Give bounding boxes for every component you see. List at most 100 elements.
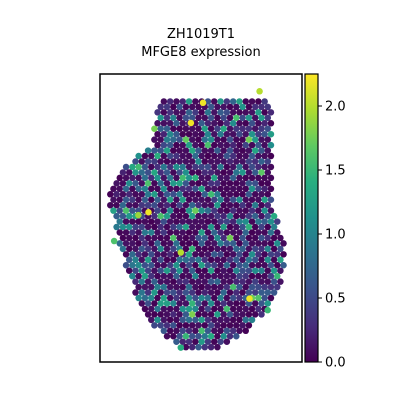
spot [119,201,127,209]
spot [179,218,186,225]
spot [195,180,202,187]
spot [157,103,164,111]
spot [258,234,265,242]
spot [185,163,193,171]
spot [245,223,253,231]
high-expression-spot [135,211,142,219]
spot [211,240,218,247]
spot [192,272,199,280]
spot [258,245,265,253]
chart-title-gene: MFGE8 expression [141,45,261,60]
spot [188,278,196,285]
spot [182,343,190,351]
spot [264,267,272,274]
spot [192,251,199,258]
spot [198,120,205,127]
spot [188,191,196,198]
spot [229,120,237,127]
spot [182,158,190,165]
spot [261,141,268,149]
spot [173,229,180,236]
spot [261,251,268,258]
spot [229,305,237,313]
spot [170,136,177,143]
spot [166,207,174,214]
spot [261,240,268,247]
spot [264,158,272,165]
spot [176,212,183,220]
spot [157,147,164,154]
spot [201,278,209,285]
spot [248,196,256,203]
spot [264,234,272,242]
spot [182,223,190,231]
spot [141,185,149,193]
spot [245,256,253,264]
spot [170,191,177,198]
spot [107,191,114,198]
spot [173,120,180,127]
spot [182,256,190,264]
spot [185,207,193,214]
spot [233,245,240,253]
spot [264,147,272,154]
spot [248,305,256,313]
spot [245,322,253,329]
spot [201,180,209,187]
spot [267,163,275,171]
spot [198,327,205,335]
spot [192,316,199,324]
spot [154,240,161,247]
spot [179,185,186,193]
spot [148,262,155,269]
spot [270,234,278,242]
spot [179,294,186,302]
spot [170,234,177,242]
spot [220,289,227,296]
spot [154,218,161,225]
spot [245,267,253,274]
spot [138,245,146,253]
spot [258,223,265,231]
spot [239,234,246,242]
spot [226,245,234,253]
spot [122,262,130,269]
spot [277,278,284,285]
spot [201,234,209,242]
spot [148,272,155,280]
spot [179,229,186,236]
spot [148,174,155,182]
spot [242,218,249,225]
spot [135,251,142,258]
spot [173,327,180,335]
spot [236,196,243,203]
spot [166,262,174,269]
spot [226,125,234,133]
spot [207,234,215,242]
spot [160,218,168,225]
spot [163,322,171,329]
spot [211,218,218,225]
spot [135,294,142,302]
spot [251,125,259,133]
spot [151,136,158,143]
spot [170,223,177,231]
spot [110,196,117,203]
spot [173,185,180,193]
spot [135,218,142,225]
spot [176,267,183,274]
spot [179,163,186,171]
spot [207,125,215,133]
spot [122,185,130,193]
spot [239,311,246,318]
spot [151,322,158,329]
spot [201,267,209,274]
spot [242,283,249,291]
spot [214,201,221,209]
spot [195,212,202,220]
spot [125,256,133,264]
spot [211,98,218,105]
spot [170,212,177,220]
spot [207,136,215,143]
spot [176,201,183,209]
